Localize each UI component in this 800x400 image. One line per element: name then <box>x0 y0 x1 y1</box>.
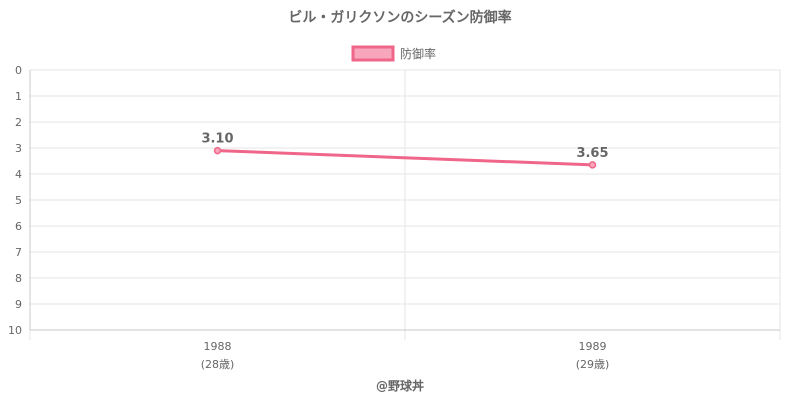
x-tick-sublabel: (29歳) <box>576 358 610 371</box>
y-tick-label: 2 <box>15 116 22 129</box>
data-label: 3.10 <box>201 132 233 147</box>
y-tick-label: 4 <box>15 168 22 181</box>
legend[interactable]: 防御率 <box>351 45 436 62</box>
y-tick-label: 0 <box>15 64 22 77</box>
y-tick-label: 9 <box>15 298 22 311</box>
series-layer: 3.10 3.65 <box>201 132 609 169</box>
chart-title: ビル・ガリクソンのシーズン防御率 <box>288 9 511 26</box>
y-tick-label: 10 <box>8 324 22 337</box>
y-tick-label: 5 <box>15 194 22 207</box>
data-point[interactable] <box>588 161 597 169</box>
grid <box>29 69 781 340</box>
x-axis-ticks: 1988 (28歳) 1989 (29歳) <box>201 340 610 371</box>
credit-text: @野球丼 <box>376 378 424 393</box>
data-point[interactable] <box>213 146 222 155</box>
x-tick-label: 1989 <box>579 340 607 353</box>
y-tick-label: 1 <box>15 90 22 103</box>
legend-swatch <box>351 45 395 62</box>
x-tick-sublabel: (28歳) <box>201 358 235 371</box>
y-tick-label: 3 <box>15 142 22 155</box>
y-tick-label: 6 <box>15 220 22 233</box>
series-line <box>217 149 593 167</box>
y-tick-label: 7 <box>15 246 22 259</box>
y-axis-ticks: 0 1 2 3 4 5 6 7 8 9 10 <box>8 64 22 337</box>
data-label: 3.65 <box>576 146 608 161</box>
legend-label: 防御率 <box>400 46 436 61</box>
x-tick-label: 1988 <box>204 340 232 353</box>
y-tick-label: 8 <box>15 272 22 285</box>
